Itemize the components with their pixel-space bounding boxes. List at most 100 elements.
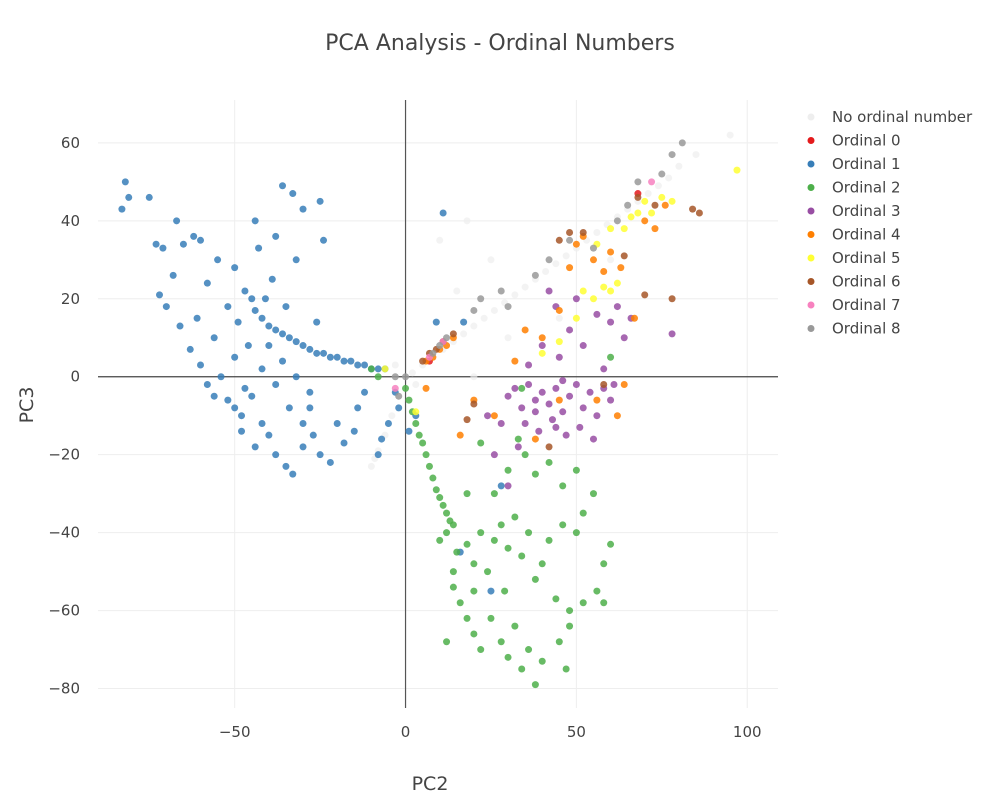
data-point: [203, 381, 211, 389]
data-point: [572, 466, 580, 474]
legend-item: Ordinal 7: [807, 296, 901, 314]
data-point: [634, 209, 642, 217]
data-point: [388, 412, 396, 420]
data-point: [504, 653, 512, 661]
data-point: [121, 178, 129, 186]
data-point: [490, 536, 498, 544]
data-point: [234, 318, 242, 326]
data-point: [490, 451, 498, 459]
legend-label: Ordinal 8: [832, 320, 901, 338]
data-point: [354, 404, 362, 412]
data-point: [545, 443, 553, 451]
series-4: [484, 287, 676, 490]
data-point: [470, 560, 478, 568]
chart-title: PCA Analysis - Ordinal Numbers: [325, 31, 675, 56]
data-point: [125, 193, 133, 201]
legend-marker: [807, 137, 815, 144]
data-point: [425, 462, 433, 470]
data-point: [538, 342, 546, 350]
data-point: [504, 303, 512, 311]
data-point: [320, 349, 328, 357]
data-point: [572, 529, 580, 537]
data-point: [350, 427, 358, 435]
data-point: [613, 217, 621, 225]
data-point: [292, 338, 300, 346]
data-point: [651, 225, 659, 233]
data-point: [531, 470, 539, 478]
data-point: [555, 638, 563, 646]
data-point: [265, 342, 273, 350]
data-point: [443, 529, 451, 537]
data-point: [306, 404, 314, 412]
data-point: [391, 384, 399, 392]
data-point: [552, 423, 560, 431]
legend-item: No ordinal number: [807, 108, 973, 126]
series-6: [381, 166, 741, 416]
points: [118, 131, 741, 689]
data-point: [484, 568, 492, 576]
data-point: [511, 291, 519, 299]
data-point: [552, 595, 560, 603]
data-point: [579, 404, 587, 412]
grid: [98, 100, 778, 708]
data-point: [641, 197, 649, 205]
legend-label: Ordinal 0: [832, 132, 901, 150]
legend-label: No ordinal number: [832, 108, 973, 126]
data-point: [354, 361, 362, 369]
data-point: [255, 244, 263, 252]
data-point: [566, 392, 574, 400]
data-point: [548, 416, 556, 424]
y-tick-label: 60: [61, 134, 80, 152]
legend-label: Ordinal 1: [832, 155, 901, 173]
series-2: [118, 178, 505, 595]
data-point: [443, 334, 451, 342]
data-point: [241, 384, 249, 392]
data-point: [289, 190, 297, 198]
legend: No ordinal number Ordinal 0 Ordinal 1 Ordin…: [807, 108, 973, 338]
data-point: [436, 236, 444, 244]
data-point: [589, 435, 597, 443]
legend-item: Ordinal 5: [807, 249, 901, 267]
data-point: [566, 229, 574, 237]
data-point: [562, 665, 570, 673]
data-point: [224, 396, 232, 404]
axes: [98, 100, 778, 708]
x-tick-label: 50: [567, 723, 586, 741]
data-point: [449, 330, 457, 338]
legend-item: Ordinal 0: [807, 132, 901, 150]
series-5: [422, 201, 669, 443]
data-point: [463, 540, 471, 548]
data-point: [272, 451, 280, 459]
data-point: [535, 427, 543, 435]
data-point: [231, 404, 239, 412]
data-point: [419, 439, 427, 447]
data-point: [600, 381, 608, 389]
data-point: [538, 349, 546, 357]
data-point: [381, 365, 389, 373]
data-point: [436, 536, 444, 544]
data-point: [562, 431, 570, 439]
data-point: [545, 536, 553, 544]
y-tick-label: 0: [70, 368, 80, 386]
data-point: [658, 193, 666, 201]
data-point: [374, 365, 382, 373]
data-point: [504, 466, 512, 474]
data-point: [463, 490, 471, 498]
data-point: [145, 193, 153, 201]
data-point: [589, 490, 597, 498]
data-point: [668, 197, 676, 205]
data-point: [299, 205, 307, 213]
data-point: [490, 412, 498, 420]
data-point: [251, 217, 259, 225]
data-point: [265, 322, 273, 330]
data-point: [651, 201, 659, 209]
series-9: [391, 139, 686, 400]
data-point: [600, 283, 608, 291]
x-tick-label: 100: [733, 723, 762, 741]
data-point: [456, 431, 464, 439]
data-point: [511, 357, 519, 365]
data-point: [613, 412, 621, 420]
data-point: [439, 501, 447, 509]
legend-marker: [807, 301, 815, 309]
data-point: [572, 314, 580, 322]
